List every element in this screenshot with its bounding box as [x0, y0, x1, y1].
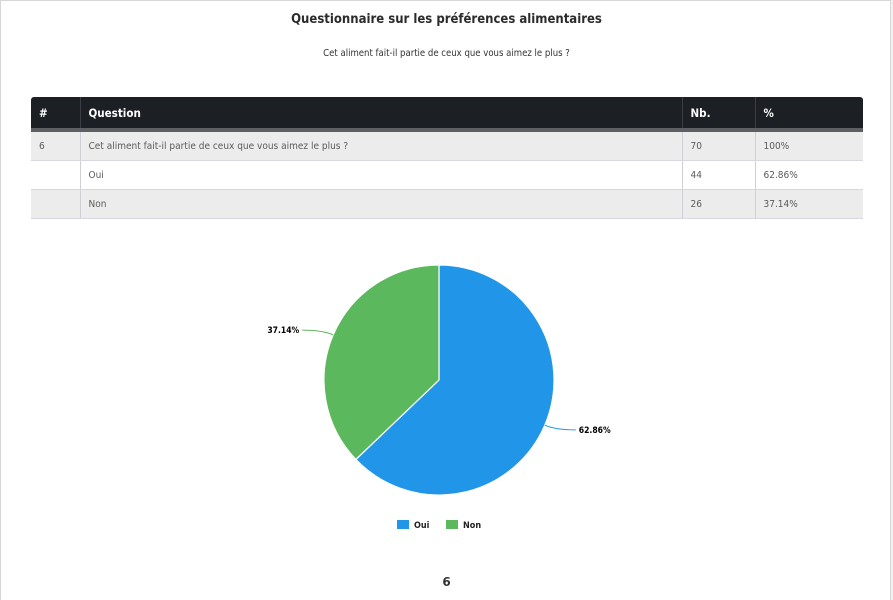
pie-slice-non — [323, 264, 440, 461]
leader-line-non — [302, 329, 334, 336]
data-label-oui: 62.86% — [579, 426, 611, 436]
table-header-row: # Question Nb. % — [31, 97, 863, 132]
header-number: # — [31, 97, 80, 132]
data-label-non: 37.14% — [267, 326, 299, 336]
page-number: 6 — [442, 575, 451, 589]
cell-answer: Oui — [79, 160, 682, 190]
cell-count: 44 — [681, 160, 755, 190]
header-count: Nb. — [681, 97, 755, 132]
table-row: 6 Cet aliment fait-il partie de ceux que… — [31, 130, 863, 161]
cell-answer: Non — [79, 189, 682, 219]
cell-count: 26 — [681, 189, 755, 219]
cell-number — [31, 160, 80, 190]
table-row: Non 26 37.14% — [31, 189, 863, 219]
cell-count: 70 — [681, 130, 755, 161]
pie-chart-svg: 62.86% 37.14% Oui Non — [267, 264, 611, 531]
cell-number — [31, 189, 80, 219]
cell-number: 6 — [31, 130, 80, 161]
header-question: Question — [79, 97, 682, 132]
cell-percent: 37.14% — [754, 189, 863, 219]
header-percent: % — [754, 97, 863, 132]
document-title: Questionnaire sur les préférences alimen… — [291, 12, 602, 27]
legend-label-oui: Oui — [414, 521, 430, 531]
pie-chart: 62.86% 37.14% Oui Non — [1, 241, 892, 551]
question-subtitle: Cet aliment fait-il partie de ceux que v… — [323, 48, 570, 59]
legend-swatch-non — [446, 520, 458, 529]
cell-percent: 100% — [754, 130, 863, 161]
results-table: # Question Nb. % 6 Cet aliment fait-il p… — [31, 97, 863, 219]
cell-question: Cet aliment fait-il partie de ceux que v… — [79, 130, 682, 161]
legend-swatch-oui — [397, 520, 409, 529]
leader-line-oui — [544, 424, 576, 431]
cell-percent: 62.86% — [754, 160, 863, 190]
pie-slice-oui — [355, 264, 555, 496]
legend-label-non: Non — [463, 521, 481, 531]
table-row: Oui 44 62.86% — [31, 160, 863, 190]
